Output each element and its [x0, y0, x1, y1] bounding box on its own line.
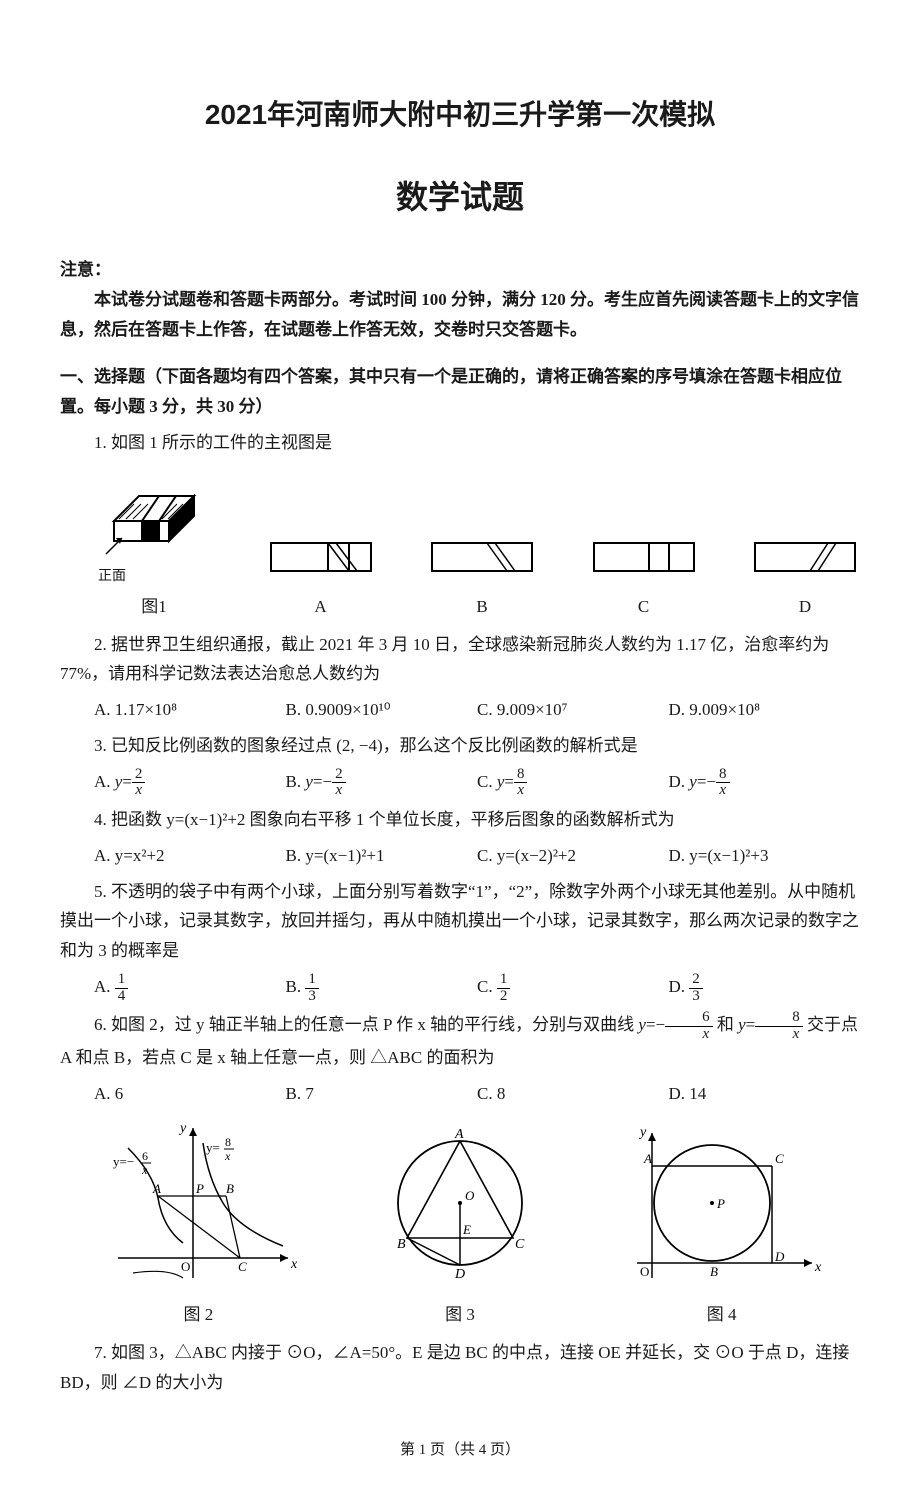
- svg-text:x: x: [141, 1163, 148, 1177]
- q2-optA: A. 1.17×10⁸: [94, 695, 286, 725]
- q5-optB: B. 13: [286, 972, 478, 1005]
- fig3-caption: 图 3: [375, 1300, 545, 1330]
- q6-optD: D. 14: [669, 1079, 861, 1109]
- q5-options: A. 14 B. 13 C. 12 D. 23: [94, 972, 860, 1005]
- fig1-3d-icon: [94, 466, 214, 556]
- q5-text: 5. 不透明的袋子中有两个小球，上面分别写着数字“1”，“2”，除数字外两个小球…: [60, 877, 860, 966]
- fig3-circle-icon: A B C O E D: [375, 1118, 545, 1288]
- svg-text:A: A: [454, 1127, 464, 1142]
- q1-optB-icon: [427, 535, 537, 580]
- svg-text:C: C: [515, 1237, 525, 1252]
- q2-text: 2. 据世界卫生组织通报，截止 2021 年 3 月 10 日，全球感染新冠肺炎…: [60, 630, 860, 690]
- q6-mid: 和: [713, 1015, 739, 1034]
- svg-text:D: D: [454, 1267, 465, 1282]
- svg-text:A: A: [643, 1151, 652, 1166]
- q3-optC: C. y=8x: [477, 767, 669, 800]
- q2-optC: C. 9.009×10⁷: [477, 695, 669, 725]
- q1-opt-d: D: [750, 535, 860, 622]
- page-footer: 第 1 页（共 4 页）: [60, 1437, 860, 1463]
- q4-options: A. y=x²+2 B. y=(x−1)²+1 C. y=(x−2)²+2 D.…: [94, 841, 860, 871]
- q6-options: A. 6 B. 7 C. 8 D. 14: [94, 1079, 860, 1109]
- svg-text:y: y: [178, 1121, 187, 1136]
- q5-optC: C. 12: [477, 972, 669, 1005]
- q4-optB: B. y=(x−1)²+1: [286, 841, 478, 871]
- q1-opt-c: C: [589, 535, 699, 622]
- figs-234-row: x y O A P B C y=− 6 x y= 8 x: [60, 1118, 860, 1330]
- svg-text:O: O: [640, 1264, 649, 1279]
- q6-text: 6. 如图 2，过 y 轴正半轴上的任意一点 P 作 x 轴的平行线，分别与双曲…: [60, 1010, 860, 1072]
- q3-optD: D. y=−8x: [669, 767, 861, 800]
- q1-optD-label: D: [750, 592, 860, 622]
- fig1-caption: 图1: [94, 592, 214, 622]
- q3-optB: B. y=−2x: [286, 767, 478, 800]
- svg-text:y: y: [638, 1125, 647, 1140]
- q1-figure-row: 正面 图1 A B C D: [94, 466, 860, 622]
- svg-text:P: P: [195, 1181, 204, 1196]
- svg-text:D: D: [774, 1249, 785, 1264]
- q6-optB: B. 7: [286, 1079, 478, 1109]
- svg-text:E: E: [462, 1222, 471, 1237]
- q3-text: 3. 已知反比例函数的图象经过点 (2, −4)，那么这个反比例函数的解析式是: [60, 731, 860, 761]
- q4-optD: D. y=(x−1)²+3: [669, 841, 861, 871]
- svg-text:B: B: [226, 1181, 234, 1196]
- fig2-graph-icon: x y O A P B C y=− 6 x y= 8 x: [98, 1118, 298, 1288]
- svg-text:A: A: [152, 1181, 161, 1196]
- notice-body: 本试卷分试题卷和答题卡两部分。考试时间 100 分钟，满分 120 分。考生应首…: [60, 285, 860, 345]
- q3-optA: A. y=2x: [94, 767, 286, 800]
- q1-opt-a: A: [266, 535, 376, 622]
- fig4: O x y B A C D P 图 4: [622, 1118, 822, 1330]
- q1-optB-label: B: [427, 592, 537, 622]
- q4-optA: A. y=x²+2: [94, 841, 286, 871]
- q2-optB: B. 0.9009×10¹⁰: [286, 695, 478, 725]
- q6-pre: 6. 如图 2，过 y 轴正半轴上的任意一点 P 作 x 轴的平行线，分别与双曲…: [94, 1015, 638, 1034]
- q6-optC: C. 8: [477, 1079, 669, 1109]
- q5-optA: A. 14: [94, 972, 286, 1005]
- q2-optD: D. 9.009×10⁸: [669, 695, 861, 725]
- svg-text:C: C: [775, 1151, 784, 1166]
- svg-text:y=−: y=−: [113, 1154, 134, 1169]
- fig1-main: 正面 图1: [94, 466, 214, 622]
- title-main: 2021年河南师大附中初三升学第一次模拟: [60, 90, 860, 139]
- q5-optD: D. 23: [669, 972, 861, 1005]
- svg-text:y=: y=: [206, 1140, 220, 1155]
- svg-text:O: O: [181, 1259, 190, 1274]
- section-1-header: 一、选择题（下面各题均有四个答案，其中只有一个是正确的，请将正确答案的序号填涂在…: [60, 362, 860, 422]
- fig4-circle-icon: O x y B A C D P: [622, 1118, 822, 1288]
- q2-options: A. 1.17×10⁸ B. 0.9009×10¹⁰ C. 9.009×10⁷ …: [94, 695, 860, 725]
- svg-text:x: x: [224, 1149, 231, 1163]
- q4-optC: C. y=(x−2)²+2: [477, 841, 669, 871]
- q1-optD-icon: [750, 535, 860, 580]
- q6-optA: A. 6: [94, 1079, 286, 1109]
- title-sub: 数学试题: [60, 169, 860, 225]
- q1-optA-icon: [266, 535, 376, 580]
- fig2-caption: 图 2: [98, 1300, 298, 1330]
- q1-opt-b: B: [427, 535, 537, 622]
- q1-optA-label: A: [266, 592, 376, 622]
- fig1-front-label: 正面: [98, 565, 214, 590]
- svg-text:6: 6: [142, 1149, 148, 1163]
- svg-text:8: 8: [225, 1135, 231, 1149]
- fig4-caption: 图 4: [622, 1300, 822, 1330]
- q3-options: A. y=2x B. y=−2x C. y=8x D. y=−8x: [94, 767, 860, 800]
- svg-text:P: P: [716, 1196, 725, 1211]
- q1-text: 1. 如图 1 所示的工件的主视图是: [60, 428, 860, 458]
- svg-text:x: x: [290, 1257, 298, 1272]
- svg-text:O: O: [465, 1188, 475, 1203]
- q7-text: 7. 如图 3，△ABC 内接于 ⊙O，∠A=50°。E 是边 BC 的中点，连…: [60, 1338, 860, 1398]
- svg-text:x: x: [814, 1260, 822, 1275]
- q1-optC-icon: [589, 535, 699, 580]
- q4-text: 4. 把函数 y=(x−1)²+2 图象向右平移 1 个单位长度，平移后图象的函…: [60, 805, 860, 835]
- q1-optC-label: C: [589, 592, 699, 622]
- fig3: A B C O E D 图 3: [375, 1118, 545, 1330]
- notice-label: 注意：: [60, 255, 860, 285]
- fig2: x y O A P B C y=− 6 x y= 8 x: [98, 1118, 298, 1330]
- svg-text:B: B: [710, 1264, 718, 1279]
- svg-text:C: C: [238, 1259, 247, 1274]
- svg-text:B: B: [397, 1237, 406, 1252]
